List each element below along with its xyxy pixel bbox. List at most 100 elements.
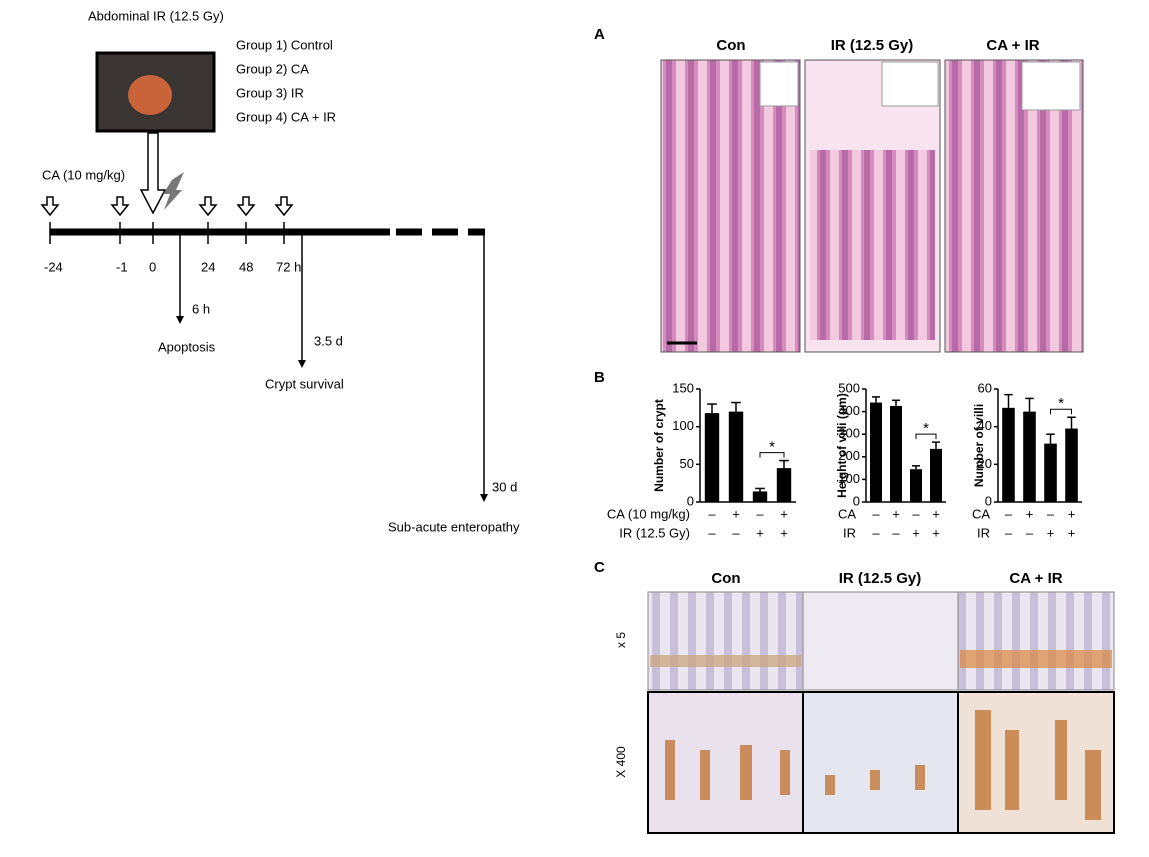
y-tick-label: 50 bbox=[680, 456, 694, 471]
y-tick-label: 0 bbox=[687, 493, 694, 508]
condition-sign: – bbox=[912, 506, 920, 521]
y-axis-title: Height of villi (μm) bbox=[835, 393, 849, 498]
panel-label: A bbox=[594, 26, 605, 43]
y-axis-title: Number of villi bbox=[972, 404, 986, 487]
condition-sign: – bbox=[1026, 525, 1034, 540]
ihc-stain bbox=[960, 650, 1112, 668]
condition-sign: + bbox=[732, 506, 740, 521]
ihc-stain bbox=[650, 655, 801, 667]
y-tick-label: 400 bbox=[838, 403, 860, 418]
condition-sign: + bbox=[932, 506, 940, 521]
bar bbox=[910, 469, 922, 502]
histology-image bbox=[660, 59, 801, 353]
y-tick-label: 20 bbox=[978, 456, 992, 471]
column-title: Con bbox=[716, 37, 745, 54]
condition-sign: + bbox=[1068, 525, 1076, 540]
group: Group 2) CA bbox=[236, 61, 309, 76]
bar bbox=[1065, 428, 1078, 502]
ca-arrows bbox=[40, 196, 294, 217]
panel-label: B bbox=[594, 369, 605, 386]
y-axis-title: Number of crypt bbox=[652, 399, 666, 492]
condition-sign: – bbox=[1047, 506, 1055, 521]
condition-label: CA bbox=[972, 506, 990, 521]
endpoint-arrows bbox=[179, 232, 485, 496]
endpoint-time: 30 d bbox=[492, 479, 517, 494]
bar bbox=[752, 491, 768, 502]
group: Group 3) IR bbox=[236, 85, 304, 100]
condition-sign: – bbox=[708, 525, 716, 540]
significance-mark: * bbox=[769, 439, 775, 456]
y-tick-label: 0 bbox=[853, 493, 860, 508]
significance-bracket bbox=[915, 433, 937, 440]
endpoint-label: Crypt survival bbox=[265, 376, 344, 391]
condition-sign: + bbox=[892, 506, 900, 521]
y-tick-label: 200 bbox=[838, 448, 860, 463]
bar bbox=[1044, 443, 1057, 502]
inset bbox=[1021, 61, 1081, 111]
time-label: -24 bbox=[44, 259, 63, 274]
condition-sign: + bbox=[780, 525, 788, 540]
time-label: 72 h bbox=[276, 259, 301, 274]
inset bbox=[759, 61, 799, 107]
column-title: Con bbox=[711, 570, 740, 587]
condition-label: CA bbox=[838, 506, 856, 521]
panel-label: C bbox=[594, 559, 605, 576]
inset bbox=[881, 61, 939, 107]
condition-sign: – bbox=[872, 506, 880, 521]
y-tick-label: 150 bbox=[672, 380, 694, 395]
significance-mark: * bbox=[923, 420, 929, 437]
histology-detail bbox=[810, 150, 935, 340]
ihc-image bbox=[802, 591, 959, 691]
condition-sign: + bbox=[1068, 506, 1076, 521]
condition-sign: + bbox=[756, 525, 764, 540]
y-tick-label: 60 bbox=[978, 380, 992, 395]
y-tick-label: 100 bbox=[838, 471, 860, 486]
time-label: 0 bbox=[149, 259, 156, 274]
column-title: IR (12.5 Gy) bbox=[831, 37, 914, 54]
condition-sign: – bbox=[1005, 525, 1013, 540]
lightning bbox=[163, 172, 184, 210]
condition-sign: – bbox=[892, 525, 900, 540]
photo-detail bbox=[128, 75, 172, 115]
bar bbox=[728, 411, 744, 502]
y-tick-label: 300 bbox=[838, 426, 860, 441]
condition-sign: + bbox=[1047, 525, 1055, 540]
time-label: 24 bbox=[201, 259, 215, 274]
condition-sign: + bbox=[1026, 506, 1034, 521]
row-label: X 400 bbox=[614, 746, 628, 778]
endpoint-time: 6 h bbox=[192, 301, 210, 316]
bar bbox=[870, 402, 882, 502]
significance-bracket bbox=[1050, 408, 1072, 415]
treatment-label: CA (10 mg/kg) bbox=[42, 167, 125, 182]
bar bbox=[930, 448, 942, 502]
significance-mark: * bbox=[1058, 395, 1064, 412]
bar bbox=[1023, 411, 1036, 502]
endpoint-label: Sub-acute enteropathy bbox=[388, 519, 520, 534]
ihc-nuclei bbox=[665, 710, 1101, 820]
column-title: CA + IR bbox=[1009, 570, 1062, 587]
row-label: x 5 bbox=[614, 632, 628, 648]
endpoint-time: 3.5 d bbox=[314, 333, 343, 348]
condition-sign: + bbox=[780, 506, 788, 521]
condition-sign: – bbox=[732, 525, 740, 540]
condition-sign: + bbox=[932, 525, 940, 540]
bar bbox=[704, 413, 720, 502]
y-tick-label: 500 bbox=[838, 380, 860, 395]
arrow-heads bbox=[176, 316, 488, 502]
ir-arrow bbox=[139, 132, 167, 215]
ihc-image bbox=[802, 691, 959, 834]
y-tick-label: 40 bbox=[978, 418, 992, 433]
group: Group 4) CA + IR bbox=[236, 109, 336, 124]
bar bbox=[776, 468, 792, 502]
column-title: CA + IR bbox=[986, 37, 1039, 54]
condition-label: IR bbox=[977, 525, 990, 540]
photo-label: Abdominal IR (12.5 Gy) bbox=[88, 8, 224, 23]
condition-sign: – bbox=[872, 525, 880, 540]
bar bbox=[890, 405, 902, 502]
condition-label: CA (10 mg/kg) bbox=[607, 506, 690, 521]
condition-label: IR (12.5 Gy) bbox=[619, 525, 690, 540]
time-ticks bbox=[49, 222, 285, 244]
time-label: 48 bbox=[239, 259, 253, 274]
column-title: IR (12.5 Gy) bbox=[839, 570, 922, 587]
